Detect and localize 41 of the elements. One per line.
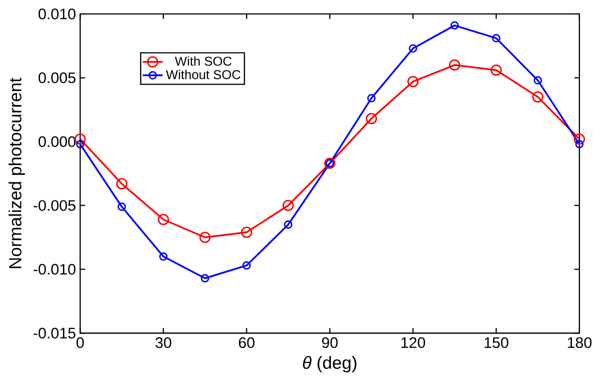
y-axis-title: Normalized photocurrent — [8, 78, 25, 268]
point — [574, 133, 586, 145]
point — [116, 178, 128, 190]
point — [367, 94, 376, 102]
y-tick-label: 0.005 — [38, 72, 76, 84]
point — [492, 34, 500, 42]
x-axis-title: θ (deg) — [302, 356, 356, 372]
x-tick-label: 30 — [156, 337, 172, 348]
legend-label: Without SOC — [166, 70, 240, 80]
point — [159, 252, 168, 261]
x-tick-label: 150 — [484, 337, 508, 348]
point — [242, 261, 251, 270]
point — [534, 76, 542, 85]
point — [450, 21, 459, 30]
legend-label: With SOC — [174, 56, 232, 66]
x-tick-label: 0 — [76, 337, 84, 348]
x-tick-label: 180 — [568, 337, 592, 348]
point — [76, 140, 84, 148]
point — [490, 64, 502, 76]
x-tick-label: 60 — [238, 337, 254, 348]
point — [282, 200, 294, 212]
point — [284, 220, 292, 229]
point — [158, 214, 169, 226]
x-tick-label: 90 — [322, 337, 338, 348]
point — [366, 113, 378, 124]
y-tick-label: -0.010 — [34, 264, 76, 275]
point — [199, 232, 211, 244]
y-tick-label: 0.010 — [38, 8, 76, 20]
point — [407, 76, 419, 88]
point — [118, 202, 126, 211]
y-tick-label: -0.015 — [34, 328, 76, 339]
y-tick-label: 0.000 — [38, 136, 76, 148]
point — [575, 140, 584, 148]
point — [240, 226, 252, 238]
point — [200, 274, 210, 282]
x-tick-label: 120 — [401, 337, 426, 348]
point — [74, 133, 86, 145]
point — [408, 44, 418, 53]
point — [448, 59, 460, 71]
point — [532, 91, 544, 103]
y-tick-label: -0.005 — [34, 200, 76, 211]
